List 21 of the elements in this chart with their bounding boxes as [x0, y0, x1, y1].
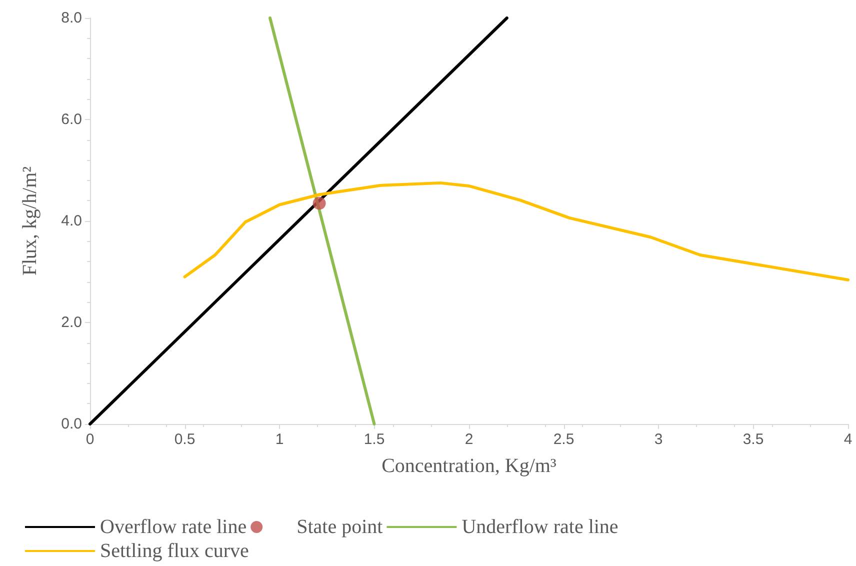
- legend-label: Overflow rate line: [100, 516, 247, 538]
- x-tick-label: 1: [275, 431, 284, 448]
- y-tick-label: 2.0: [61, 314, 82, 331]
- x-tick-label: 2.5: [553, 431, 574, 448]
- x-tick-label: 0: [86, 431, 94, 448]
- x-tick-label: 4: [844, 431, 852, 448]
- x-tick-label: 1.5: [364, 431, 385, 448]
- x-axis-title: Concentration, Kg/m³: [382, 455, 556, 477]
- x-tick-label: 2: [464, 431, 474, 448]
- y-tick-label: 0.0: [61, 416, 82, 432]
- legend-label: Settling flux curve: [100, 540, 249, 562]
- legend-label: Underflow rate line: [462, 516, 618, 538]
- legend-label: State point: [296, 516, 384, 538]
- x-tick-label: 0.5: [174, 431, 196, 448]
- x-tick-label: 3: [654, 431, 663, 448]
- y-tick-label: 6.0: [61, 111, 82, 128]
- y-tick-label: 8.0: [61, 10, 82, 26]
- x-tick-label: 3.5: [742, 431, 764, 448]
- y-tick-label: 4.0: [61, 212, 82, 230]
- line-series: [183, 181, 850, 282]
- y-axis-title: Flux, kg/h/m²: [19, 166, 41, 276]
